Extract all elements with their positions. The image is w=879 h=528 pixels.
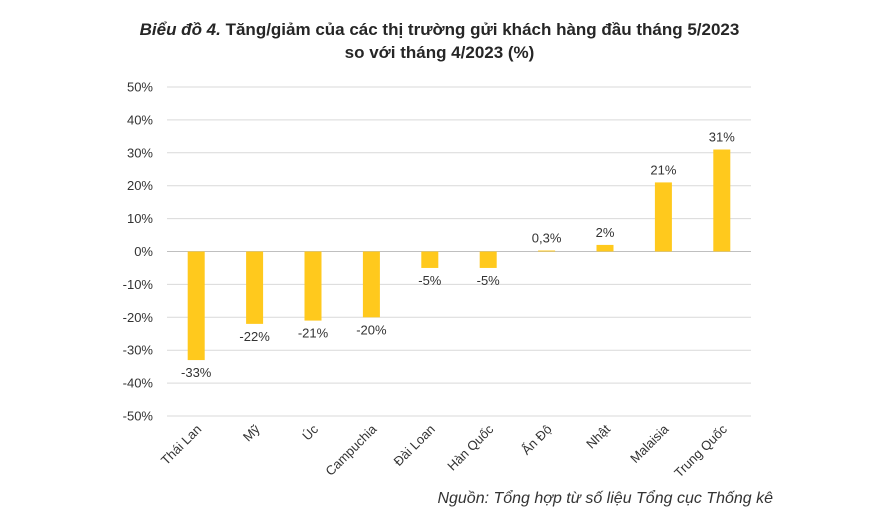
bar [362,251,380,318]
y-axis: 50% 40% 30% 20% 10% 0% -10% -20% -30% -40% -50% [123,80,154,424]
y-tick-label: 50% [127,80,153,95]
x-tick-label: Campuchia [322,421,380,479]
y-tick-label: -40% [123,376,154,391]
x-tick-label: Trung Quốc [671,421,730,480]
gridlines [167,86,751,417]
data-label: -20% [356,322,387,337]
y-tick-label: -30% [123,343,154,358]
y-tick-label: 20% [127,178,153,193]
data-label: -5% [418,273,442,288]
x-tick-label: Úc [299,421,321,443]
bar [654,182,672,252]
y-tick-label: 10% [127,211,153,226]
y-tick-label: 0% [134,244,153,259]
data-labels: -33% -22% -21% -20% -5% -5% 0,3% 2% 21% 31% [181,130,735,381]
y-tick-label: 40% [127,112,153,127]
y-tick-label: -20% [123,310,154,325]
data-label: 0,3% [532,231,562,246]
bar [596,244,614,252]
source-note: Nguồn: Tổng hợp từ số liệu Tổng cục Thốn… [437,490,773,507]
y-tick-label: 30% [127,145,153,160]
x-tick-label: Mỹ [240,421,263,444]
x-tick-label: Thái Lan [158,422,204,468]
x-tick-label: Nhật [583,421,613,451]
chart-title-prefix: Biểu đồ 4. [139,20,221,39]
bar [538,250,556,252]
bar [713,149,731,252]
bar [421,251,439,268]
bar [187,251,205,361]
chart-title: Biểu đồ 4. Tăng/giảm của các thị trường … [0,18,879,64]
x-axis: Thái Lan Mỹ Úc Campuchia Đài Loan Hàn Quốc Ấn … [158,421,730,480]
y-tick-label: -10% [123,277,154,292]
bar [479,251,497,268]
y-tick-label: -50% [123,409,154,424]
bar [304,251,322,321]
x-tick-label: Ấn Độ [519,422,555,458]
data-label: -33% [181,365,212,380]
bar [246,251,264,324]
chart-title-line2: so với tháng 4/2023 (%) [344,43,535,62]
chart-title-line1: Tăng/giảm của các thị trường gửi khách h… [225,20,740,39]
data-label: -5% [477,273,501,288]
data-label: 21% [650,162,676,177]
x-tick-label: Malaisia [627,421,672,466]
data-label: -21% [298,326,329,341]
data-label: 31% [709,130,735,145]
data-label: -22% [239,329,270,344]
data-label: 2% [596,225,615,240]
x-tick-label: Đài Loan [391,422,438,469]
x-tick-label: Hàn Quốc [444,421,496,473]
bars [187,149,731,361]
